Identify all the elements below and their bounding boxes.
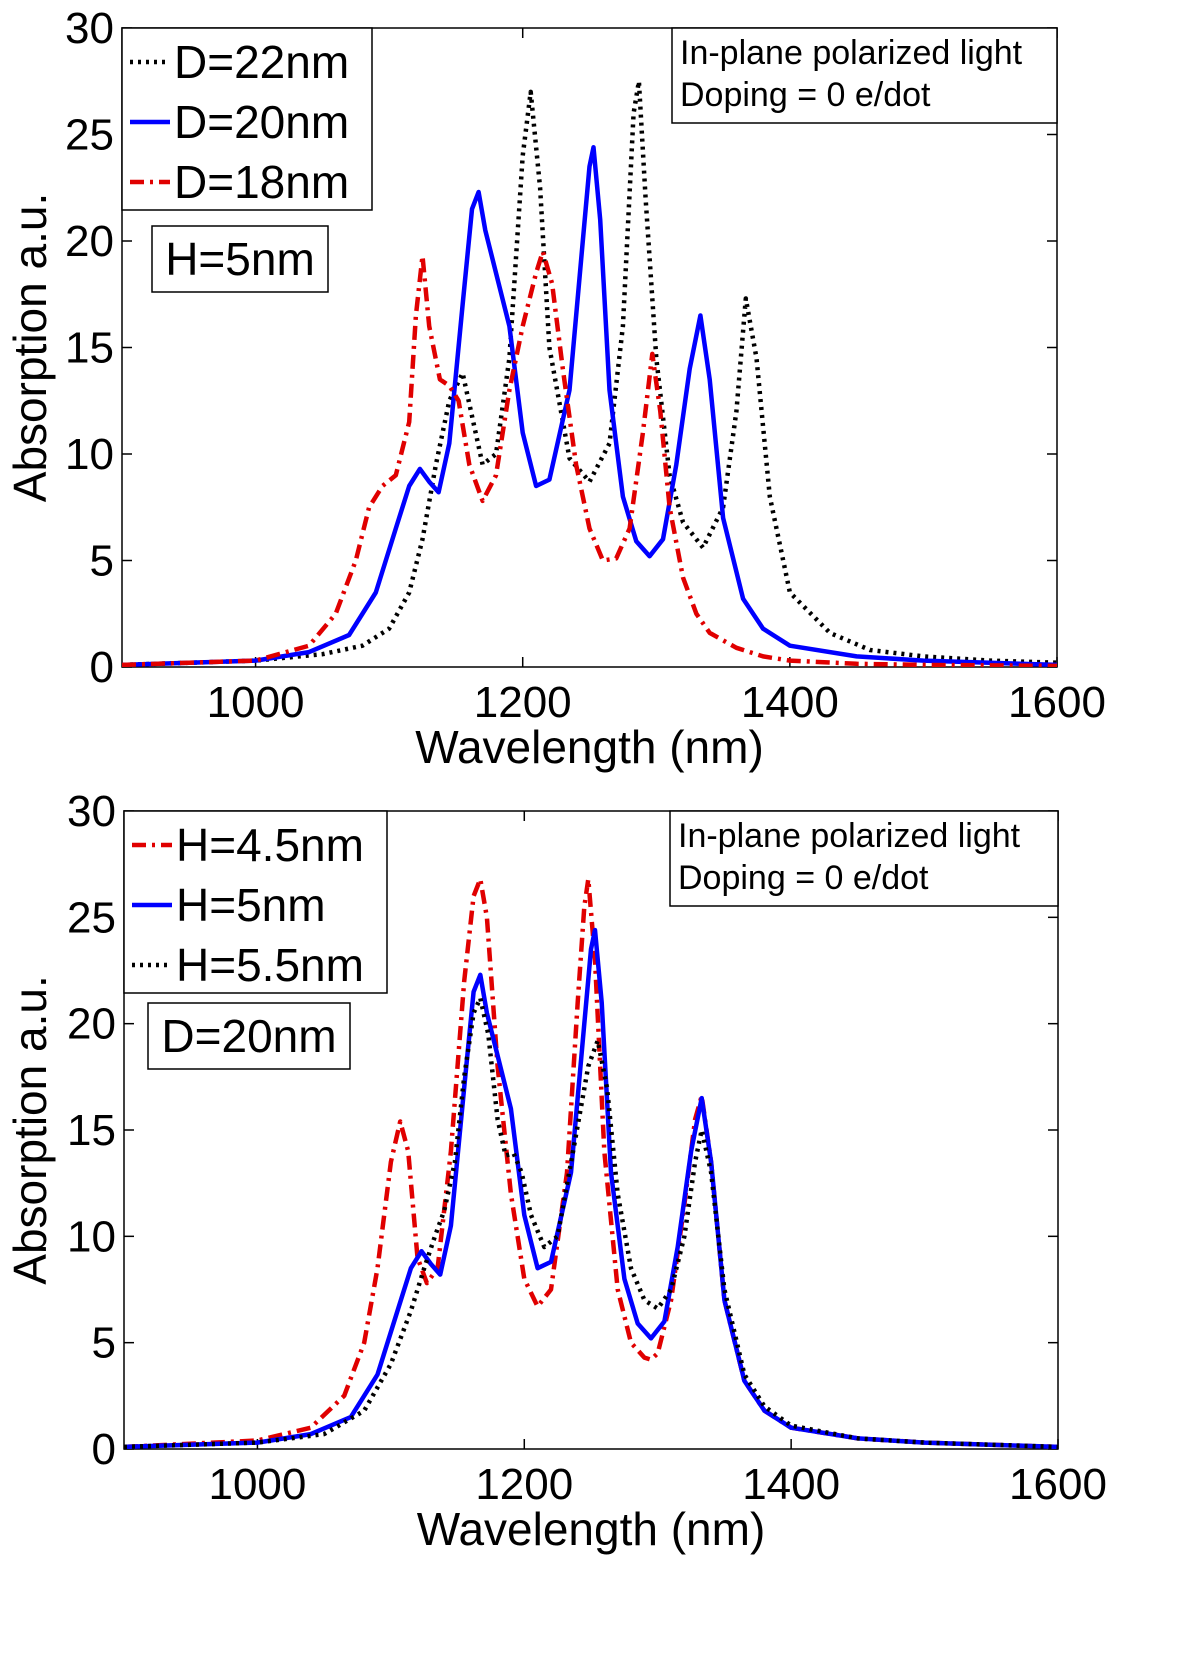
parameter-text: H=5nm [165,233,315,285]
series-line-h-5-5nm [124,995,1058,1449]
x-tick-label: 1200 [474,678,572,727]
x-tick-label: 1400 [742,1460,840,1509]
x-tick-label: 1000 [208,1460,306,1509]
x-tick-label: 1400 [741,678,839,727]
y-axis-label: Absorption a.u. [4,193,56,502]
annotation-note: In-plane polarized light Doping = 0 e/dot [671,27,1058,124]
legend: D=22nm D=20nm D=18nm [121,27,373,211]
series-lines [122,79,1057,667]
legend-entry: D=18nm [174,156,349,208]
y-tick-label: 30 [67,787,116,836]
y-tick-label: 20 [65,217,114,266]
x-tick-label: 1600 [1008,678,1106,727]
annotation-line: Doping = 0 e/dot [680,76,931,114]
legend-entry: D=22nm [174,36,349,88]
annotation-line: In-plane polarized light [680,34,1023,72]
parameter-box [147,1002,351,1070]
legend-entry: H=5.5nm [176,939,364,991]
y-tick-label: 0 [92,1425,116,1474]
annotation-box [671,27,1058,124]
legend: H=4.5nm H=5nm H=5.5nm [123,810,388,994]
series-lines [124,876,1058,1449]
legend-box [121,27,373,211]
x-axis-label: Wavelength (nm) [417,1503,766,1555]
parameter-box [151,225,329,293]
y-tick-label: 25 [67,893,116,942]
legend-box [123,810,388,994]
legend-entry: H=4.5nm [176,819,364,871]
series-line-d-18nm [122,249,1057,667]
y-tick-label: 20 [67,1000,116,1049]
x-tick-label: 1600 [1009,1460,1107,1509]
y-tick-label: 15 [67,1106,116,1155]
x-axis-label: Wavelength (nm) [415,721,764,773]
parameter-label: D=20nm [147,1002,351,1070]
y-tick-label: 10 [65,430,114,479]
x-tick-label: 1000 [207,678,305,727]
y-tick-label: 15 [65,324,114,373]
parameter-text: D=20nm [161,1010,336,1062]
annotation-note: In-plane polarized light Doping = 0 e/dot [669,810,1059,907]
series-line-h-5nm [124,927,1058,1449]
legend-entry: H=5nm [176,879,326,931]
y-tick-label: 30 [65,4,114,53]
y-tick-label: 0 [90,643,114,692]
y-tick-label: 5 [90,537,114,586]
y-tick-label: 5 [92,1319,116,1368]
y-axis-label: Absorption a.u. [4,975,56,1284]
annotation-line: Doping = 0 e/dot [678,859,929,897]
y-tick-label: 25 [65,111,114,160]
annotation-box [669,810,1059,907]
legend-entry: D=20nm [174,96,349,148]
annotation-line: In-plane polarized light [678,817,1021,855]
x-tick-label: 1200 [475,1460,573,1509]
series-line-d-20nm [122,145,1057,667]
y-tick-label: 10 [67,1212,116,1261]
chart-1: 0 5 10 15 20 25 30 1000 1200 1400 1600 Wavelength (… [4,4,1106,773]
chart-2: 0 5 10 15 20 25 30 1000 1200 1400 1600 Wavelength (… [4,787,1107,1555]
parameter-label: H=5nm [151,225,329,293]
